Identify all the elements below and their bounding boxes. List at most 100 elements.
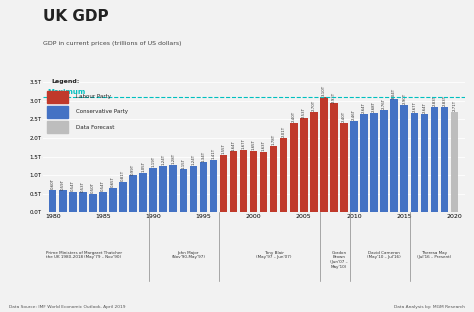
Text: 1.64T: 1.64T: [231, 139, 236, 151]
Text: 2.83T: 2.83T: [442, 95, 447, 106]
Text: 2.83T: 2.83T: [432, 95, 437, 106]
Text: 1.28T: 1.28T: [171, 153, 175, 164]
Bar: [49, 190, 56, 212]
Bar: [170, 165, 177, 212]
Text: 2.53T: 2.53T: [302, 107, 306, 118]
Text: Gordon
Brown
(Jun'07 –
May'10): Gordon Brown (Jun'07 – May'10): [330, 251, 348, 269]
Text: GDP in current prices (trillions of US dollars): GDP in current prices (trillions of US d…: [43, 41, 181, 46]
Text: 0.53T: 0.53T: [81, 181, 85, 192]
Bar: [280, 138, 288, 212]
Bar: [441, 107, 448, 212]
Text: 2.71T: 2.71T: [453, 100, 456, 111]
Text: Prime Ministers of
the UK 1980-2018: Prime Ministers of the UK 1980-2018: [46, 251, 83, 260]
Bar: [79, 193, 87, 212]
Text: 1.15T: 1.15T: [181, 158, 185, 169]
Bar: [119, 182, 127, 212]
Text: 2.40T: 2.40T: [342, 111, 346, 122]
Text: 0.99T: 0.99T: [131, 163, 135, 175]
Bar: [270, 146, 277, 212]
Bar: [401, 105, 408, 212]
Text: 1.63T: 1.63T: [262, 140, 265, 151]
Bar: [451, 112, 458, 212]
Text: 1.55T: 1.55T: [221, 143, 226, 154]
Text: 2.70T: 2.70T: [312, 100, 316, 111]
Bar: [129, 175, 137, 212]
Bar: [430, 107, 438, 212]
Bar: [420, 114, 428, 212]
Bar: [350, 121, 358, 212]
Text: 2.01T: 2.01T: [282, 126, 286, 137]
Bar: [59, 190, 66, 212]
Bar: [109, 188, 117, 212]
Bar: [260, 152, 267, 212]
Bar: [330, 104, 337, 212]
Bar: [219, 155, 227, 212]
Text: Data Analysis by: MGM Research: Data Analysis by: MGM Research: [393, 305, 465, 309]
Text: Tony Blair
(May'97 – Jun'07): Tony Blair (May'97 – Jun'07): [256, 251, 292, 260]
Text: Labour Party: Labour Party: [76, 94, 111, 99]
Bar: [370, 113, 378, 212]
FancyBboxPatch shape: [47, 121, 68, 133]
Text: 1.34T: 1.34T: [201, 151, 205, 162]
Bar: [240, 150, 247, 212]
Text: 2.67T: 2.67T: [412, 101, 416, 112]
Text: 0.59T: 0.59T: [61, 178, 65, 189]
Text: David Cameron
(May'10 – Jul'16): David Cameron (May'10 – Jul'16): [367, 251, 401, 260]
Text: 0.65T: 0.65T: [111, 176, 115, 187]
Text: 0.54T: 0.54T: [101, 180, 105, 191]
Bar: [190, 166, 197, 212]
Text: 1.24T: 1.24T: [161, 154, 165, 165]
Text: 2.64T: 2.64T: [362, 102, 366, 114]
Bar: [200, 163, 207, 212]
Bar: [180, 169, 187, 212]
Text: 2.46T: 2.46T: [352, 109, 356, 120]
Text: 0.50T: 0.50T: [91, 182, 95, 193]
Bar: [230, 151, 237, 212]
Text: Conservative Party: Conservative Party: [76, 110, 128, 115]
Text: Maximum: Maximum: [48, 89, 86, 95]
Text: 0.60T: 0.60T: [51, 178, 55, 189]
Text: 2.93T: 2.93T: [332, 92, 336, 103]
Bar: [250, 151, 257, 212]
Bar: [360, 114, 368, 212]
Bar: [290, 123, 298, 212]
Text: John Major
(Nov'90-May'97): John Major (Nov'90-May'97): [171, 251, 205, 260]
Bar: [410, 113, 418, 212]
Text: Data Forecast: Data Forecast: [76, 124, 115, 129]
Text: 1.65T: 1.65T: [252, 139, 255, 150]
Bar: [340, 123, 348, 212]
Text: UK GDP: UK GDP: [43, 9, 108, 24]
Bar: [300, 118, 308, 212]
Bar: [139, 173, 147, 212]
Bar: [391, 99, 398, 212]
FancyBboxPatch shape: [47, 106, 68, 118]
Text: 1.24T: 1.24T: [191, 154, 195, 165]
Bar: [149, 168, 157, 212]
Text: 0.81T: 0.81T: [121, 170, 125, 181]
FancyBboxPatch shape: [47, 91, 68, 103]
Text: 2.76T: 2.76T: [382, 98, 386, 109]
Text: 3.04T: 3.04T: [392, 87, 396, 99]
Text: 1.19T: 1.19T: [151, 156, 155, 167]
Bar: [210, 160, 217, 212]
Text: 2.90T: 2.90T: [402, 93, 406, 104]
Text: 1.67T: 1.67T: [242, 139, 246, 149]
Text: 2.68T: 2.68T: [372, 101, 376, 112]
Text: 1.78T: 1.78T: [272, 134, 276, 145]
Text: Theresa May
(Jul'16 – Present): Theresa May (Jul'16 – Present): [417, 251, 452, 260]
Text: Data Source: IMF World Economic Outlook, April 2019: Data Source: IMF World Economic Outlook,…: [9, 305, 126, 309]
Bar: [381, 110, 388, 212]
Bar: [320, 97, 328, 212]
Text: 1.05T: 1.05T: [141, 162, 145, 173]
Text: 2.64T: 2.64T: [422, 102, 426, 114]
Text: 1.41T: 1.41T: [211, 148, 215, 159]
Bar: [159, 166, 167, 212]
Text: 3.10T: 3.10T: [322, 85, 326, 96]
Bar: [89, 194, 97, 212]
Bar: [69, 192, 77, 212]
Text: Legend:: Legend:: [51, 79, 80, 84]
Bar: [310, 112, 318, 212]
Text: 2.40T: 2.40T: [292, 111, 296, 122]
Bar: [99, 192, 107, 212]
Text: Margaret Thatcher
(May'79 – Nov'90): Margaret Thatcher (May'79 – Nov'90): [84, 251, 122, 260]
